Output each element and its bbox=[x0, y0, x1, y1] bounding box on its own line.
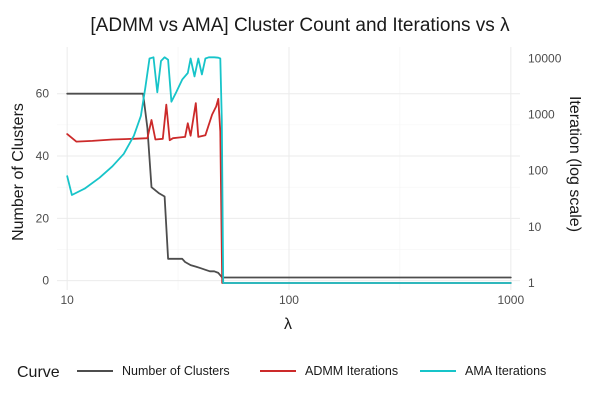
legend-label-ama-iterations: AMA Iterations bbox=[465, 364, 546, 378]
legend-label-admm-iterations: ADMM Iterations bbox=[305, 364, 398, 378]
y-tick-label: 20 bbox=[36, 211, 50, 225]
y2-tick-label: 10 bbox=[528, 220, 542, 234]
y2-tick-label: 100 bbox=[528, 164, 548, 178]
grid bbox=[57, 47, 520, 290]
y-tick-label: 40 bbox=[36, 149, 50, 163]
legend: Curve Number of Clusters ADMM Iterations A… bbox=[17, 364, 546, 381]
y2-axis-label: Iteration (log scale) bbox=[566, 96, 583, 232]
series-layer bbox=[66, 56, 512, 284]
x-axis-label: λ bbox=[284, 316, 292, 333]
x-tick-label: 10 bbox=[60, 293, 74, 307]
y2-tick-label: 1000 bbox=[528, 108, 555, 122]
series-line-admm-iterations bbox=[66, 98, 512, 284]
y2-tick-label: 10000 bbox=[528, 51, 562, 65]
y2-tick-label: 1 bbox=[528, 276, 535, 290]
y-tick-label: 60 bbox=[36, 87, 50, 101]
legend-title: Curve bbox=[17, 364, 60, 381]
y-tick-label: 0 bbox=[42, 274, 49, 288]
chart-title: [ADMM vs AMA] Cluster Count and Iteratio… bbox=[90, 15, 510, 36]
y-axis-label: Number of Clusters bbox=[10, 103, 27, 241]
legend-label-number-of-clusters: Number of Clusters bbox=[122, 364, 230, 378]
series-line-ama-iterations bbox=[66, 56, 512, 284]
series-line-number-of-clusters bbox=[66, 92, 512, 279]
x-tick-label: 1000 bbox=[497, 293, 524, 307]
x-tick-label: 100 bbox=[279, 293, 299, 307]
